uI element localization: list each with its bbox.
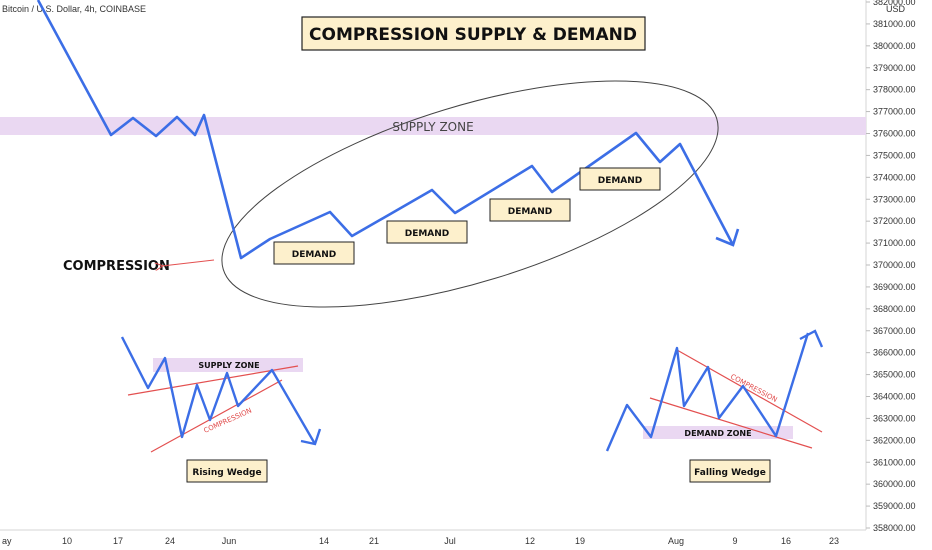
y-tick-label: 364000.00 [873,392,916,402]
rising-wedge-caption: Rising Wedge [192,468,261,478]
demand-label-4: DEMAND [579,167,661,191]
y-tick-label: 366000.00 [873,348,916,358]
time-axis[interactable]: ay 10 17 24 Jun 14 21 Jul 12 19 Aug 9 16 23 [2,536,839,546]
y-tick-label: 378000.00 [873,85,916,95]
falling-wedge-lower-trendline [649,397,813,449]
price-axis[interactable]: 382000.00 381000.00 380000.00 379000.00 3780… [866,0,916,533]
svg-text:DEMAND: DEMAND [508,207,553,217]
supply-zone-band [0,117,866,135]
x-tick-label: 21 [369,536,379,546]
falling-wedge-upper-trendline [676,349,823,433]
svg-text:DEMAND: DEMAND [292,250,337,260]
y-tick-label: 358000.00 [873,523,916,533]
compression-ellipse [221,80,719,308]
y-tick-label: 382000.00 [873,0,916,7]
rising-wedge-zone [153,358,303,372]
y-tick-label: 374000.00 [873,172,916,182]
y-tick-label: 368000.00 [873,304,916,314]
y-tick-label: 375000.00 [873,150,916,160]
x-tick-label: 9 [732,536,737,546]
demand-label-1: DEMAND [273,241,355,265]
price-series [36,0,740,260]
x-tick-label: ay [2,536,12,546]
compression-arrow [162,259,215,266]
falling-wedge-price-line [605,332,810,452]
y-tick-label: 370000.00 [873,260,916,270]
falling-wedge-inset: DEMAND ZONE COMPRESSION Falling Wedge [605,329,824,483]
rising-wedge-inset: SUPPLY ZONE COMPRESSION Rising Wedge [120,336,322,483]
demand-label-2: DEMAND [386,220,468,244]
y-tick-label: 373000.00 [873,194,916,204]
y-tick-label: 381000.00 [873,19,916,29]
falling-wedge-zone-label: DEMAND ZONE [684,429,751,438]
rising-wedge-arrowhead [300,428,322,446]
x-tick-label: 24 [165,536,175,546]
y-tick-label: 362000.00 [873,435,916,445]
y-tick-label: 379000.00 [873,63,916,73]
x-tick-label: 10 [62,536,72,546]
x-tick-label: 17 [113,536,123,546]
x-tick-label: Jun [222,536,237,546]
x-tick-label: 19 [575,536,585,546]
rising-wedge-lower-trendline [150,379,283,453]
supply-zone-label: SUPPLY ZONE [392,120,473,134]
x-tick-label: 16 [781,536,791,546]
y-tick-label: 377000.00 [873,107,916,117]
falling-wedge-compression-label: COMPRESSION [729,373,778,404]
compression-label: COMPRESSION [63,259,170,274]
demand-label-3: DEMAND [489,198,571,222]
y-tick-label: 360000.00 [873,479,916,489]
falling-wedge-arrowhead [799,329,824,348]
y-tick-label: 369000.00 [873,282,916,292]
x-tick-label: Jul [444,536,456,546]
y-tick-label: 380000.00 [873,41,916,51]
symbol-label: Bitcoin / U.S. Dollar, 4h, COINBASE [2,4,146,14]
y-tick-label: 371000.00 [873,238,916,248]
falling-wedge-caption: Falling Wedge [694,468,766,478]
rising-wedge-zone-label: SUPPLY ZONE [198,361,259,370]
chart-title: COMPRESSION SUPPLY & DEMAND [309,25,637,45]
y-tick-label: 372000.00 [873,216,916,226]
x-tick-label: Aug [668,536,684,546]
x-tick-label: 14 [319,536,329,546]
rising-wedge-price-line [120,336,317,445]
svg-text:DEMAND: DEMAND [405,229,450,239]
currency-label: USD [886,4,906,14]
price-line-arrowhead [715,228,740,247]
title-box [301,16,646,51]
y-tick-label: 376000.00 [873,129,916,139]
y-tick-label: 363000.00 [873,413,916,423]
y-tick-label: 367000.00 [873,326,916,336]
x-tick-label: 23 [829,536,839,546]
svg-text:DEMAND: DEMAND [598,176,643,186]
y-tick-label: 361000.00 [873,457,916,467]
y-tick-label: 359000.00 [873,501,916,511]
x-tick-label: 12 [525,536,535,546]
price-line [36,0,735,260]
falling-wedge-zone [643,426,793,439]
y-tick-label: 365000.00 [873,370,916,380]
